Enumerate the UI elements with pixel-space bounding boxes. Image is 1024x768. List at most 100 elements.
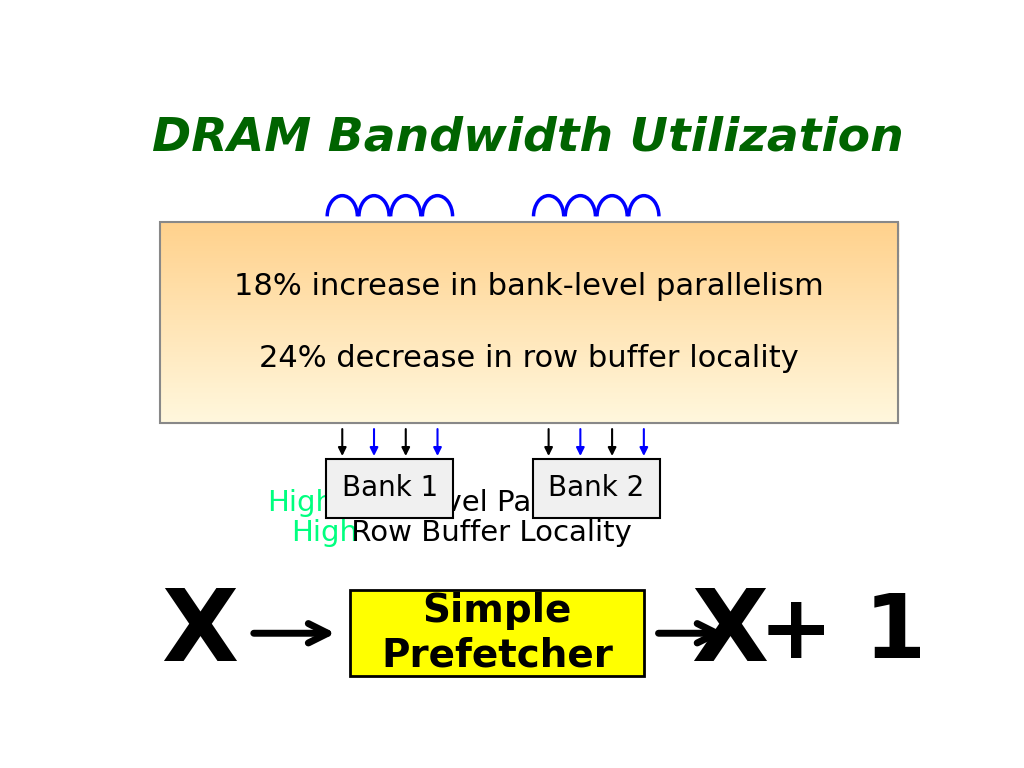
Bar xyxy=(160,371,898,373)
Bar xyxy=(160,306,898,308)
Text: 24% decrease in row buffer locality: 24% decrease in row buffer locality xyxy=(259,345,799,373)
Bar xyxy=(160,297,898,300)
Bar xyxy=(160,346,898,348)
Text: Simple
Prefetcher: Simple Prefetcher xyxy=(381,592,613,674)
Bar xyxy=(160,379,898,382)
Text: 18% increase in bank-level parallelism: 18% increase in bank-level parallelism xyxy=(233,272,823,301)
Bar xyxy=(160,327,898,329)
Bar xyxy=(160,330,898,333)
Bar xyxy=(160,280,898,283)
Bar xyxy=(160,347,898,349)
Bar xyxy=(160,372,898,375)
Bar xyxy=(160,416,898,419)
Bar xyxy=(350,591,644,676)
Bar xyxy=(160,378,898,379)
Text: X: X xyxy=(691,584,769,682)
Bar xyxy=(160,243,898,246)
Bar xyxy=(160,343,898,345)
Bar xyxy=(160,302,898,304)
Bar xyxy=(160,267,898,269)
Bar xyxy=(160,293,898,296)
Bar xyxy=(160,384,898,386)
Bar xyxy=(160,225,898,227)
Bar xyxy=(160,299,898,301)
Bar xyxy=(160,382,898,385)
Bar xyxy=(160,323,898,324)
Bar xyxy=(327,458,454,518)
Bar xyxy=(160,361,898,363)
Bar xyxy=(160,415,898,416)
Bar xyxy=(160,222,898,423)
Bar xyxy=(160,329,898,331)
Bar xyxy=(160,326,898,328)
Bar xyxy=(160,279,898,281)
Bar xyxy=(160,349,898,351)
Bar xyxy=(160,312,898,314)
Bar xyxy=(160,237,898,239)
Bar xyxy=(160,399,898,402)
Bar xyxy=(160,252,898,254)
Bar xyxy=(160,257,898,259)
Bar xyxy=(160,351,898,353)
Bar xyxy=(160,319,898,321)
Text: Bank 2: Bank 2 xyxy=(548,475,644,502)
Bar xyxy=(160,245,898,247)
Bar xyxy=(160,392,898,395)
Bar xyxy=(160,253,898,256)
Bar xyxy=(160,247,898,249)
Bar xyxy=(160,419,898,422)
Bar xyxy=(160,275,898,277)
Bar xyxy=(160,227,898,229)
Bar xyxy=(160,341,898,343)
Bar xyxy=(160,270,898,273)
Text: Row Buffer Locality: Row Buffer Locality xyxy=(342,518,632,547)
Bar xyxy=(160,292,898,294)
Bar xyxy=(160,389,898,392)
Bar xyxy=(160,362,898,365)
Bar xyxy=(160,356,898,358)
Bar xyxy=(160,317,898,319)
Bar xyxy=(160,398,898,400)
Bar xyxy=(160,300,898,303)
Bar xyxy=(160,309,898,311)
Bar xyxy=(160,265,898,267)
Bar xyxy=(160,421,898,423)
Bar xyxy=(160,269,898,271)
Bar xyxy=(160,277,898,280)
Bar xyxy=(160,367,898,369)
Bar xyxy=(160,232,898,234)
Bar xyxy=(160,287,898,290)
Bar xyxy=(160,222,898,224)
Bar xyxy=(160,307,898,310)
Bar xyxy=(160,386,898,388)
Bar xyxy=(160,374,898,376)
Bar xyxy=(160,290,898,293)
Bar xyxy=(160,364,898,366)
Bar xyxy=(160,359,898,361)
Bar xyxy=(160,272,898,274)
Bar xyxy=(160,249,898,250)
Bar xyxy=(160,401,898,403)
Bar xyxy=(160,391,898,393)
Bar xyxy=(160,404,898,406)
Bar xyxy=(160,376,898,378)
Bar xyxy=(532,458,659,518)
Bar xyxy=(160,337,898,339)
Text: DRAM Bandwidth Utilization: DRAM Bandwidth Utilization xyxy=(152,116,903,161)
Bar xyxy=(160,334,898,336)
Bar xyxy=(160,418,898,420)
Bar xyxy=(160,282,898,284)
Text: X: X xyxy=(161,584,238,682)
Bar xyxy=(160,283,898,286)
Bar xyxy=(160,396,898,398)
Bar xyxy=(160,250,898,253)
Bar xyxy=(160,235,898,237)
Bar xyxy=(160,262,898,264)
Bar xyxy=(160,388,898,390)
Text: High: High xyxy=(291,518,357,547)
Bar xyxy=(160,412,898,415)
Bar xyxy=(160,314,898,316)
Bar xyxy=(160,344,898,346)
Text: + 1: + 1 xyxy=(759,590,926,677)
Bar xyxy=(160,310,898,313)
